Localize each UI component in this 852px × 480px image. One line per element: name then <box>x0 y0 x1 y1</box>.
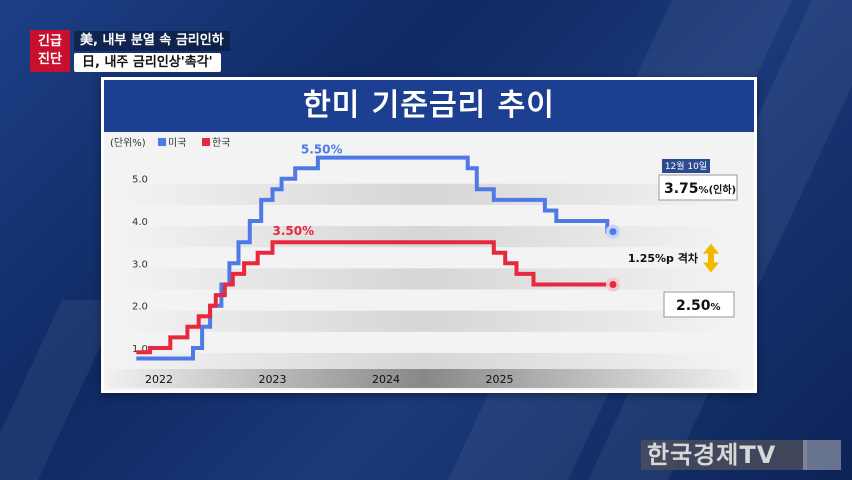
breaking-badge: 긴급 진단 <box>30 30 70 72</box>
y-tick-label: 3.0 <box>132 259 148 270</box>
kr-now-box <box>663 291 735 318</box>
chart-card: 한미 기준금리 추이 (단위%) 미국 한국 5.0 4.0 3.0 2.0 1.0 2022 2… <box>101 77 757 393</box>
logo-box <box>803 440 841 470</box>
headline-line1: 美, 내부 분열 속 금리인하 <box>74 31 230 51</box>
us-now-suffix: %(인하) <box>699 183 737 196</box>
x-tick-label: 2023 <box>259 373 287 386</box>
grid-band <box>114 310 734 332</box>
us-now-value: 3.75%(인하) <box>664 181 736 197</box>
legend-swatch-us <box>158 138 166 146</box>
grid-band <box>114 183 734 205</box>
broadcaster-logo: 한국경제TV <box>641 440 807 470</box>
kr-rate-line <box>136 240 613 355</box>
kr-end-point <box>609 281 617 288</box>
us-end-point <box>609 228 617 236</box>
y-tick-label: 1.0 <box>132 344 148 355</box>
y-tick-label: 4.0 <box>132 217 148 228</box>
kr-peak-label: 3.50% <box>273 224 315 238</box>
kr-now-suffix: % <box>711 302 721 313</box>
rate-chart: (단위%) 미국 한국 5.0 4.0 3.0 2.0 1.0 2022 2023 2024 2025… <box>108 136 740 388</box>
legend-swatch-kr <box>202 138 210 146</box>
y-tick-label: 2.0 <box>132 302 148 313</box>
unit-label: (단위%) <box>110 136 146 149</box>
badge-line2: 진단 <box>38 52 62 67</box>
kr-now-number: 2.50 <box>676 298 711 314</box>
kr-now-value: 2.50% <box>676 298 721 314</box>
x-tick-label: 2024 <box>372 373 400 386</box>
date-badge <box>662 159 710 173</box>
date-badge-label: 12월 10일 <box>665 160 707 172</box>
grid-band <box>114 268 734 290</box>
legend-label-kr: 한국 <box>212 137 230 149</box>
y-tick-label: 5.0 <box>132 175 148 186</box>
x-axis-band <box>108 369 740 388</box>
x-tick-label: 2025 <box>486 373 514 386</box>
us-now-number: 3.75 <box>664 181 699 197</box>
gap-label: 1.25%p 격차 <box>628 251 699 265</box>
badge-line1: 긴급 <box>38 34 62 49</box>
grid-band <box>114 226 734 248</box>
x-tick-label: 2022 <box>145 373 173 386</box>
gap-arrow-icon <box>703 243 719 273</box>
legend-label-us: 미국 <box>168 137 186 149</box>
chart-title: 한미 기준금리 추이 <box>104 80 754 132</box>
grid-band <box>114 352 734 370</box>
us-now-box <box>658 174 738 201</box>
headline-line2: 日, 내주 금리인상'촉각' <box>74 53 221 72</box>
us-peak-label: 5.50% <box>301 143 343 157</box>
